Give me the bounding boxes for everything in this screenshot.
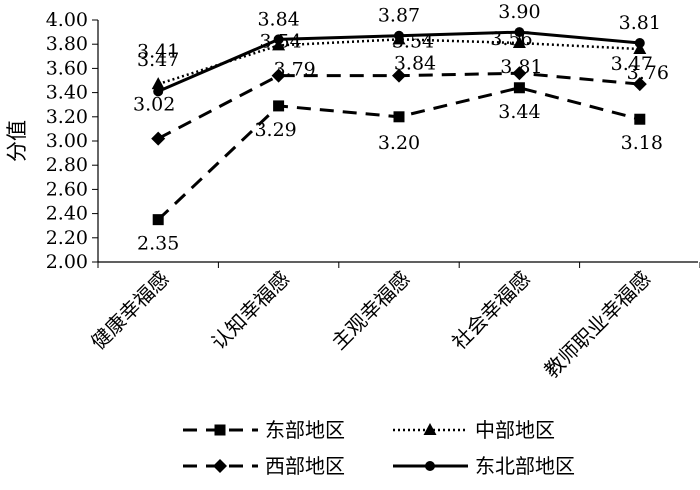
data-point-marker — [513, 82, 525, 94]
legend-marker — [425, 461, 435, 471]
data-point-marker — [633, 42, 647, 55]
legend-entry: 东北部地区 — [393, 454, 575, 478]
x-tick-label: 健康幸福感 — [86, 267, 174, 355]
data-point-marker — [393, 111, 405, 123]
series-3 — [151, 66, 647, 146]
data-point-marker — [632, 77, 647, 92]
data-point-marker — [153, 86, 164, 97]
data-label: 3.81 — [619, 12, 661, 34]
data-point-marker — [512, 35, 526, 48]
y-tick-label: 2.80 — [46, 154, 88, 176]
data-label: 3.76 — [627, 62, 669, 84]
data-label: 3.81 — [500, 56, 542, 78]
data-point-marker — [151, 77, 165, 90]
data-label: 3.41 — [137, 40, 179, 62]
data-point-marker — [152, 214, 164, 226]
data-point-marker — [392, 68, 406, 83]
data-label: 3.54 — [259, 31, 301, 53]
legend-label: 中部地区 — [475, 418, 555, 442]
series-1 — [152, 82, 646, 226]
data-point-marker — [272, 38, 286, 51]
data-point-marker — [512, 66, 527, 81]
data-label: 3.44 — [498, 101, 540, 123]
data-point-marker — [273, 34, 284, 45]
y-tick-label: 2.20 — [46, 227, 88, 249]
series-2 — [151, 32, 647, 90]
data-label: 3.87 — [378, 5, 420, 27]
y-tick-label: 3.80 — [46, 33, 88, 55]
y-tick-label: 3.60 — [46, 57, 88, 79]
data-label: 2.35 — [137, 233, 179, 255]
data-label: 3.02 — [133, 94, 175, 116]
data-label: 3.84 — [394, 52, 436, 74]
data-label: 3.47 — [611, 53, 653, 75]
legend-marker — [213, 459, 227, 473]
data-label: 3.47 — [137, 49, 179, 71]
data-labels: 2.35 3.29 3.20 3.44 3.18 3.47 3.79 3.84 3.81 3.76… — [133, 1, 669, 255]
y-tick-label: 2.40 — [46, 203, 88, 225]
x-tick-labels: 健康幸福感 认知幸福感 主观幸福感 社会幸福感 教师职业幸福感 — [86, 267, 655, 383]
data-label: 3.84 — [257, 8, 299, 30]
y-tick-label: 4.00 — [46, 9, 88, 31]
data-label: 3.20 — [378, 132, 420, 154]
data-label: 3.90 — [498, 1, 540, 23]
legend-marker — [423, 423, 437, 435]
x-tick-label: 认知幸福感 — [206, 267, 294, 355]
legend-entry: 东部地区 — [183, 418, 345, 442]
data-point-marker — [634, 37, 645, 48]
data-point-marker — [271, 68, 286, 83]
data-point-marker — [514, 27, 525, 38]
legend-entry: 西部地区 — [183, 454, 345, 478]
legend-label: 西部地区 — [265, 454, 345, 478]
y-tick-label: 3.20 — [46, 106, 88, 128]
legend-label: 东部地区 — [265, 418, 345, 442]
data-label: 3.29 — [254, 119, 296, 141]
y-tick-label: 2.00 — [46, 251, 88, 273]
data-label: 3.54 — [392, 31, 434, 53]
y-axis-label: 分值 — [5, 120, 29, 162]
legend-marker — [214, 424, 226, 436]
series-group — [151, 27, 647, 226]
x-tick-label: 教师职业幸福感 — [539, 267, 655, 383]
legend-label: 东北部地区 — [475, 454, 575, 478]
data-label: 3.79 — [273, 58, 315, 80]
legend-entry: 中部地区 — [393, 418, 555, 442]
data-label: 3.56 — [490, 28, 532, 50]
y-tick-label: 2.60 — [46, 178, 88, 200]
y-tick-labels: 2.002.202.40 2.602.803.003.203.40 3.603.80… — [46, 9, 88, 273]
x-tick-label: 主观幸福感 — [327, 267, 415, 355]
data-point-marker — [151, 131, 166, 146]
data-point-marker — [273, 100, 285, 112]
series-line — [157, 71, 640, 140]
data-point-marker — [634, 113, 646, 125]
axes — [92, 19, 700, 268]
y-tick-label: 3.40 — [46, 82, 88, 104]
data-point-marker — [394, 30, 404, 41]
data-label: 3.18 — [621, 132, 663, 154]
series-4 — [153, 27, 645, 97]
x-tick-label: 社会幸福感 — [447, 267, 535, 355]
y-tick-label: 3.00 — [46, 130, 88, 152]
